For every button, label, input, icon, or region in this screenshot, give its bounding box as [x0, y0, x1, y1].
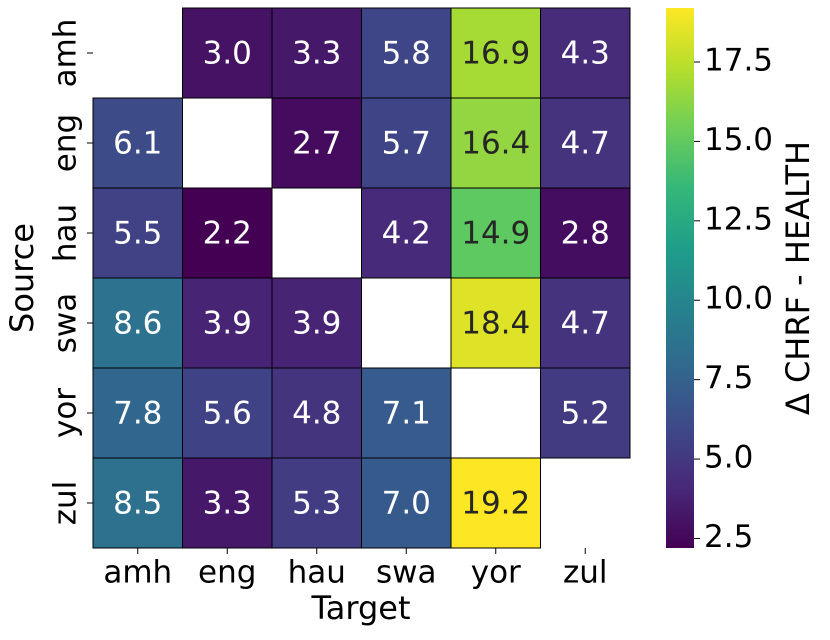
- x-tick-label: amh: [103, 555, 172, 591]
- cell: [540, 7, 631, 99]
- y-tick-label: yor: [48, 388, 84, 438]
- cell: [361, 187, 452, 279]
- cell: [271, 277, 362, 369]
- cell: [540, 277, 631, 369]
- cell-label: 5.8: [382, 36, 431, 72]
- cell: [182, 277, 273, 369]
- cell-label: 3.9: [203, 306, 252, 342]
- cell: [361, 367, 452, 459]
- cell: [182, 7, 273, 99]
- cell: [271, 457, 362, 549]
- colorbar-tick-label: 12.5: [704, 201, 773, 237]
- cell-label: 18.4: [461, 306, 530, 342]
- cell: [182, 457, 273, 549]
- cell: [182, 367, 273, 459]
- y-tick-label: hau: [48, 204, 84, 262]
- cell: [361, 457, 452, 549]
- x-tick-label: eng: [198, 555, 256, 591]
- cell: [450, 457, 541, 549]
- cell: [182, 187, 273, 279]
- cell-label: 14.9: [461, 216, 530, 252]
- x-tick-label: yor: [471, 555, 521, 591]
- cell-label: 3.0: [203, 36, 252, 72]
- cell: [540, 367, 631, 459]
- cell-label: 4.7: [561, 126, 610, 162]
- cell-label: 5.3: [292, 486, 341, 522]
- cell-label: 4.7: [561, 306, 610, 342]
- cell: [450, 277, 541, 369]
- y-axis-label: Source: [3, 223, 41, 333]
- cell-label: 7.1: [382, 396, 431, 432]
- cell-label: 2.7: [292, 126, 341, 162]
- y-tick-label: eng: [48, 114, 84, 172]
- x-tick-label: hau: [288, 555, 346, 591]
- cell: [271, 7, 362, 99]
- cell: [540, 187, 631, 279]
- cell: [92, 367, 183, 459]
- cell-label: 8.6: [113, 306, 162, 342]
- cell-label: 5.2: [561, 396, 610, 432]
- cell-label: 5.6: [203, 396, 252, 432]
- cell-label: 6.1: [113, 126, 162, 162]
- cell-label: 7.8: [113, 396, 162, 432]
- cell-label: 8.5: [113, 486, 162, 522]
- colorbar-tick-label: 5.0: [704, 440, 753, 476]
- colorbar-tick-label: 17.5: [704, 43, 773, 79]
- colorbar-label: Δ CHRF - HEALTH: [779, 141, 817, 415]
- cell-label: 5.7: [382, 126, 431, 162]
- x-axis-label: Target: [311, 589, 411, 627]
- cell-label: 16.4: [461, 126, 530, 162]
- cell: [361, 7, 452, 99]
- y-tick-label: amh: [48, 19, 84, 88]
- cell: [540, 97, 631, 189]
- cell: [271, 367, 362, 459]
- cell-label: 2.2: [203, 216, 252, 252]
- cell: [92, 97, 183, 189]
- colorbar-tick-label: 10.0: [704, 281, 773, 317]
- cell-label: 3.3: [203, 486, 252, 522]
- cell: [361, 97, 452, 189]
- cell-label: 3.3: [292, 36, 341, 72]
- y-tick-label: swa: [48, 293, 84, 354]
- x-tick-label: zul: [563, 555, 608, 591]
- cell-label: 3.9: [292, 306, 341, 342]
- cell-label: 4.8: [292, 396, 341, 432]
- cell: [450, 7, 541, 99]
- x-tick-label: swa: [376, 555, 437, 591]
- colorbar-tick-label: 7.5: [704, 360, 753, 396]
- colorbar: [666, 8, 694, 548]
- colorbar-tick-label: 15.0: [704, 122, 773, 158]
- colorbar-tick-label: 2.5: [704, 519, 753, 555]
- cell-label: 4.3: [561, 36, 610, 72]
- y-tick-label: zul: [48, 481, 84, 526]
- cell-label: 19.2: [461, 486, 530, 522]
- cell: [450, 187, 541, 279]
- cell: [271, 97, 362, 189]
- cell-label: 5.5: [113, 216, 162, 252]
- cell-label: 16.9: [461, 36, 530, 72]
- cell-label: 4.2: [382, 216, 431, 252]
- cell-label: 7.0: [382, 486, 431, 522]
- cell-label: 2.8: [561, 216, 610, 252]
